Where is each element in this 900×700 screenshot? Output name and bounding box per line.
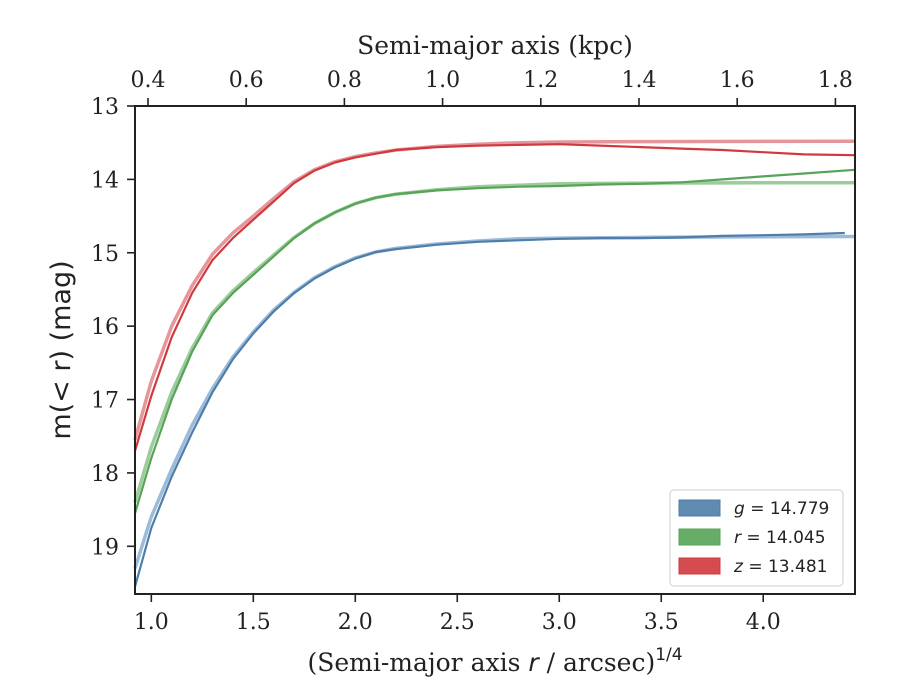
series-line-r (133, 168, 856, 514)
plot-frame (134, 105, 856, 595)
x-tick-label: 1.5 (236, 610, 271, 635)
x-axis-title: (Semi-major axis r / arcsec)1/4 (307, 645, 682, 677)
x2-tick-label: 1.6 (720, 68, 755, 93)
x2-tick-label: 0.8 (327, 68, 362, 93)
y-tick-label: 17 (91, 389, 119, 414)
legend-label-g: g = 14.779 (734, 499, 829, 519)
y-tick-label: 16 (91, 315, 119, 340)
legend-swatch-g (678, 499, 721, 517)
legend-swatch-z (678, 557, 721, 575)
x-tick-label: 1.0 (134, 610, 169, 635)
y-tick-label: 13 (91, 95, 119, 120)
y-axis-ticks: 13 14 15 16 17 18 19 (91, 95, 135, 560)
x-tick-label: 2.0 (338, 610, 373, 635)
x-axis-title-mid: / arcsec) (539, 648, 656, 677)
x2-tick-label: 0.6 (229, 68, 264, 93)
y-tick-label: 18 (91, 462, 119, 487)
legend-label-r: r = 14.045 (734, 528, 826, 548)
legend-swatch-r (678, 528, 721, 546)
legend-label-z: z = 13.481 (733, 557, 827, 577)
data-series (133, 143, 856, 587)
series-line-g (133, 231, 845, 587)
x-axis-title-prefix: (Semi-major axis (307, 648, 528, 677)
x-axis-title-var: r (528, 648, 540, 677)
x-axis-ticks: 1.0 1.5 2.0 2.5 3.0 3.5 4.0 (134, 594, 781, 635)
x-axis-title-exp: 1/4 (655, 645, 682, 665)
x-tick-label: 2.5 (440, 610, 475, 635)
x-tick-label: 3.5 (644, 610, 679, 635)
x2-tick-label: 0.4 (131, 68, 166, 93)
x2-tick-label: 1.0 (425, 68, 460, 93)
x-tick-label: 4.0 (746, 610, 781, 635)
x2-axis-ticks: 0.4 0.6 0.8 1.0 1.2 1.4 1.6 1.8 (131, 68, 853, 106)
x2-axis-title: Semi-major axis (kpc) (357, 31, 633, 60)
x2-tick-label: 1.8 (818, 68, 853, 93)
x2-tick-label: 1.4 (622, 68, 657, 93)
legend: g = 14.779 r = 14.045 z = 13.481 (669, 489, 844, 587)
x-tick-label: 3.0 (542, 610, 577, 635)
x2-tick-label: 1.2 (523, 68, 558, 93)
y-tick-label: 19 (91, 535, 119, 560)
series-line-z (133, 143, 856, 452)
y-tick-label: 14 (91, 168, 119, 193)
y-tick-label: 15 (91, 242, 119, 267)
y-axis-title: m(< r) (mag) (46, 260, 77, 439)
